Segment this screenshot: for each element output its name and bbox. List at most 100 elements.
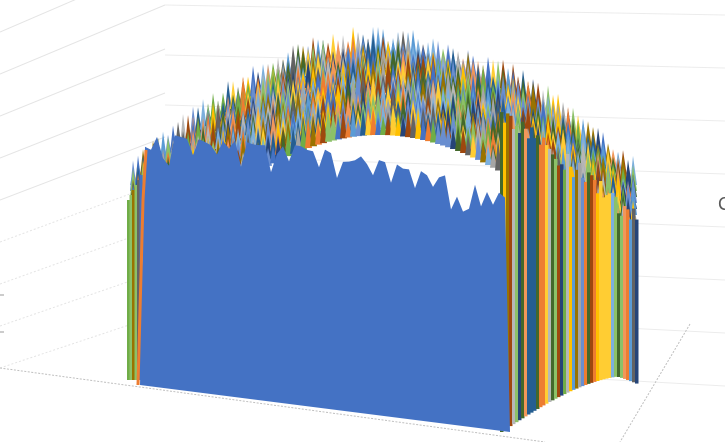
surface-facet [425, 96, 432, 118]
surface-facet [430, 38, 437, 65]
surface-facet [325, 81, 332, 112]
surface-strip [551, 154, 555, 401]
surface-facet [505, 84, 512, 109]
surface-facet [460, 90, 467, 118]
surface-facet [310, 117, 317, 147]
surface-facet [480, 138, 487, 163]
surface-facet [475, 135, 482, 160]
surface-facet [275, 77, 282, 107]
surface-strip [572, 177, 576, 390]
surface-strip [127, 200, 130, 380]
surface-strip [632, 208, 636, 383]
surface-facet [555, 111, 562, 137]
surface-facet [405, 108, 412, 138]
surface-facet [460, 109, 467, 136]
surface-facet [235, 88, 242, 118]
surface-facet [270, 111, 277, 140]
surface-facet [470, 119, 477, 146]
surface-facet [335, 84, 342, 116]
surface-facet [350, 107, 357, 137]
surface-facet [470, 73, 477, 104]
surface-facet [405, 35, 412, 66]
surface-facet [305, 58, 312, 88]
chart-title: C [718, 194, 725, 214]
surface-facet [385, 40, 392, 64]
surface-facet [395, 39, 402, 70]
surface-facet [355, 33, 362, 65]
surface-facet [370, 107, 377, 136]
surface-facet [495, 60, 502, 93]
surface-facet [450, 109, 457, 138]
surface-facet [410, 85, 417, 114]
surface-facet [565, 121, 572, 145]
surface-facet [260, 77, 267, 109]
surface-strip [620, 215, 624, 378]
surface-facet [380, 43, 387, 69]
surface-facet [405, 53, 412, 84]
surface-facet [560, 132, 567, 165]
surface-facet [345, 120, 352, 138]
surface-strip [593, 179, 597, 382]
surface-facet [250, 65, 257, 97]
surface-facet [610, 149, 617, 169]
surface-strip [518, 133, 522, 421]
surface-facet [265, 117, 272, 148]
surface-facet [315, 103, 322, 133]
surface-facet [420, 80, 427, 104]
surface-strip [617, 213, 621, 377]
surface-facet [450, 127, 457, 150]
gridline [164, 4, 725, 16]
surface-facet [425, 116, 432, 142]
surface-facet [315, 66, 322, 85]
surface-facet [425, 104, 432, 124]
surface-facet [490, 59, 497, 90]
surface-strip [581, 177, 585, 387]
surface-facet [570, 107, 577, 137]
surface-facet [210, 102, 217, 135]
surface-facet [555, 128, 562, 155]
surface-facet [490, 84, 497, 102]
surface-strip [506, 113, 510, 429]
surface-strip [509, 115, 513, 427]
surface-facet [325, 115, 332, 142]
surface-facet [420, 54, 427, 80]
surface-facet [315, 52, 322, 79]
surface-facet [615, 173, 622, 203]
surface-facet [315, 119, 322, 145]
surface-facet [510, 87, 517, 118]
surface-facet [405, 78, 412, 102]
surface-strip [557, 165, 561, 398]
axes [0, 294, 691, 442]
surface-facet [515, 104, 522, 134]
surface-facet [620, 154, 627, 183]
surface-facet [575, 120, 582, 152]
surface-facet [440, 114, 447, 146]
surface-facet [440, 68, 447, 98]
surface-facet [525, 80, 532, 110]
surface-strip [132, 190, 135, 380]
surface-facet [490, 76, 497, 96]
surface-facet [480, 64, 487, 97]
gridline [0, 4, 166, 75]
surface-facet [585, 121, 592, 148]
surface-facet [420, 114, 427, 140]
surface-facet [350, 58, 357, 83]
surface-facet [360, 108, 367, 136]
surface-facet [420, 106, 427, 128]
surface-facet [625, 159, 632, 187]
surface-facet [400, 93, 407, 125]
surface-strip [596, 193, 600, 381]
surface-strip [563, 169, 567, 395]
surface-facet [560, 102, 567, 129]
surface-facet [570, 131, 577, 155]
surface-facet [180, 114, 187, 145]
surface-strip [629, 219, 633, 382]
surface-facet [330, 33, 337, 63]
surface-facet [240, 92, 247, 121]
surface-facet [390, 63, 397, 88]
surface-facet [340, 84, 347, 115]
surface-facet [385, 83, 392, 112]
surface-facet [435, 40, 442, 72]
surface-facet [390, 78, 397, 100]
surface-facet [375, 117, 382, 135]
